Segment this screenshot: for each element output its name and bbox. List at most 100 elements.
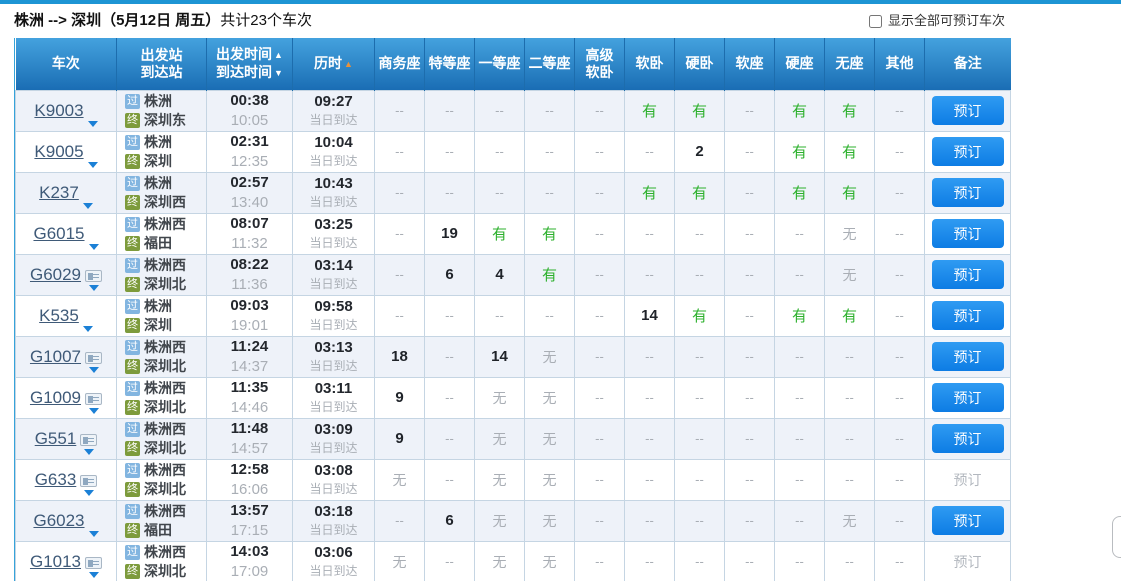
times-cell: 00:38 10:05: [206, 89, 293, 132]
expand-caret-icon[interactable]: [88, 530, 99, 537]
column-header-first-class: 一等座: [474, 38, 525, 90]
departure-time: 11:24: [230, 337, 269, 355]
seat-cell-second-class: 无: [524, 417, 575, 460]
seat-cell-business-class: 9: [374, 376, 425, 419]
top-accent-bar: [0, 0, 1121, 4]
book-button[interactable]: 预订: [931, 178, 1004, 207]
same-day-arrival-label: 当日到达: [309, 318, 358, 332]
stations-cell: 过株洲西终福田: [116, 499, 207, 542]
arrival-time: 14:37: [230, 357, 269, 375]
expand-caret-icon[interactable]: [88, 243, 99, 250]
expand-caret-icon[interactable]: [82, 325, 93, 332]
column-header-note: 备注: [924, 38, 1011, 90]
seat-cell-advanced-soft-sleeper: --: [574, 376, 625, 419]
train-link[interactable]: K9003: [34, 100, 84, 120]
pass-station-badge: 过: [125, 257, 140, 273]
train-results-table-wrap: 车次 出发站 到达站 出发时间 ▲ 到达时间 ▼ 历时 ▲ 商务座 特等座 一等座 二等座 高级 软卧 软卧硬…: [14, 38, 1011, 581]
seat-cell-first-class: --: [474, 130, 525, 173]
expand-caret-icon[interactable]: [83, 489, 94, 496]
train-link[interactable]: G551: [34, 428, 77, 448]
seat-cell-business-class: --: [374, 89, 425, 132]
seat-cell-business-class: --: [374, 294, 425, 337]
seat-cell-premium-class: 6: [424, 499, 475, 542]
book-button[interactable]: 预订: [931, 260, 1004, 289]
expand-caret-icon[interactable]: [88, 284, 99, 291]
arrival-time: 12:35: [230, 152, 269, 170]
stations-cell: 过株洲终深圳: [116, 294, 207, 337]
train-link[interactable]: G1013: [29, 551, 82, 571]
arrival-station: 深圳: [144, 152, 172, 169]
column-header-times[interactable]: 出发时间 ▲ 到达时间 ▼: [206, 38, 293, 90]
train-link[interactable]: G1009: [29, 387, 82, 407]
seat-cell-hard-seat: 有: [774, 171, 825, 214]
train-link[interactable]: G6023: [33, 510, 85, 530]
seat-cell-business-class: 9: [374, 417, 425, 460]
times-cell: 13:57 17:15: [206, 499, 293, 542]
departure-time: 14:03: [230, 542, 269, 560]
book-button[interactable]: 预订: [931, 424, 1004, 453]
expand-caret-icon[interactable]: [82, 202, 93, 209]
id-card-icon[interactable]: [85, 351, 103, 364]
duration-value: 03:25: [314, 216, 353, 233]
expand-caret-icon[interactable]: [87, 120, 98, 127]
seat-cell-other: --: [874, 212, 925, 255]
seat-cell-other: --: [874, 458, 925, 501]
seat-cell-first-class: --: [474, 171, 525, 214]
train-link[interactable]: G633: [34, 469, 77, 489]
id-card-icon[interactable]: [85, 392, 103, 405]
seat-cell-premium-class: --: [424, 417, 475, 460]
seat-cell-soft-seat: --: [724, 253, 775, 296]
sort-desc-icon[interactable]: ▼: [274, 67, 283, 78]
terminal-station-badge: 终: [125, 153, 140, 169]
train-link[interactable]: G6015: [33, 223, 85, 243]
stations-cell: 过株洲西终深圳北: [116, 335, 207, 378]
seat-cell-premium-class: --: [424, 294, 475, 337]
seat-cell-business-class: 无: [374, 458, 425, 501]
show-all-bookable-filter[interactable]: 显示全部可预订车次: [869, 4, 1005, 38]
train-link[interactable]: G1007: [29, 346, 82, 366]
book-button[interactable]: 预订: [931, 301, 1004, 330]
id-card-icon[interactable]: [80, 474, 98, 487]
pass-station-badge: 过: [125, 175, 140, 191]
sort-asc-icon[interactable]: ▲: [344, 58, 353, 69]
train-link[interactable]: K535: [39, 305, 79, 325]
expand-caret-icon[interactable]: [87, 161, 98, 168]
show-all-bookable-checkbox[interactable]: [869, 14, 882, 28]
pass-station-badge: 过: [125, 298, 140, 314]
seat-cell-no-seat: --: [824, 540, 875, 581]
seat-cell-advanced-soft-sleeper: --: [574, 130, 625, 173]
arrival-time: 11:36: [231, 275, 268, 293]
expand-caret-icon[interactable]: [88, 407, 99, 414]
book-button[interactable]: 预订: [931, 96, 1004, 125]
seat-cell-advanced-soft-sleeper: --: [574, 212, 625, 255]
id-card-icon[interactable]: [80, 433, 98, 446]
book-button[interactable]: 预订: [931, 219, 1004, 248]
departure-station: 株洲西: [144, 338, 186, 355]
train-number-cell: K9003: [15, 89, 117, 132]
book-button[interactable]: 预订: [931, 342, 1004, 371]
expand-caret-icon[interactable]: [88, 571, 99, 578]
train-link[interactable]: G6029: [29, 264, 82, 284]
id-card-icon[interactable]: [85, 556, 103, 569]
arrival-time: 13:40: [230, 193, 269, 211]
book-button[interactable]: 预订: [931, 506, 1004, 535]
train-link[interactable]: K237: [39, 182, 79, 202]
same-day-arrival-label: 当日到达: [309, 400, 358, 414]
terminal-station-badge: 终: [125, 440, 140, 456]
seat-cell-soft-sleeper: 有: [624, 89, 675, 132]
terminal-station-badge: 终: [125, 317, 140, 333]
expand-caret-icon[interactable]: [88, 366, 99, 373]
book-button[interactable]: 预订: [931, 137, 1004, 166]
train-row-G6029: G6029 过株洲西终深圳北 08:22 11:36 03:14 当日到达 -- 6 4 有 -- -…: [15, 253, 1011, 296]
id-card-icon[interactable]: [85, 269, 103, 282]
seat-cell-second-class: 无: [524, 376, 575, 419]
times-cell: 02:31 12:35: [206, 130, 293, 173]
departure-station: 株洲: [144, 174, 172, 191]
column-header-premium-class: 特等座: [424, 38, 475, 90]
table-header-row: 车次 出发站 到达站 出发时间 ▲ 到达时间 ▼ 历时 ▲ 商务座 特等座 一等座 二等座 高级 软卧 软卧硬…: [15, 38, 1011, 90]
train-link[interactable]: K9005: [34, 141, 84, 161]
column-header-duration[interactable]: 历时 ▲: [292, 38, 375, 90]
expand-caret-icon[interactable]: [83, 448, 94, 455]
book-button[interactable]: 预订: [931, 383, 1004, 412]
sort-asc-icon[interactable]: ▲: [274, 49, 283, 60]
